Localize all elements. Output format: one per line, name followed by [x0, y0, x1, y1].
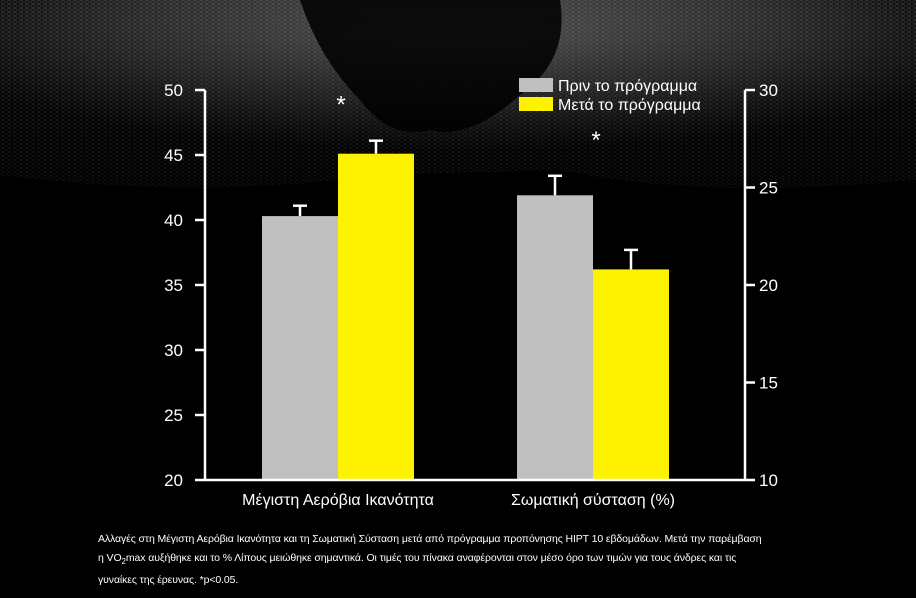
caption-line-2-end: max αυξήθηκε και το % Λίπους μειώθηκε ση… [125, 552, 737, 564]
right-tick-label: 25 [759, 179, 778, 198]
significance-marker: * [591, 127, 600, 154]
right-tick-label: 15 [759, 374, 778, 393]
caption-subscript: 2 [121, 557, 126, 567]
legend-swatch [519, 97, 553, 111]
right-tick-label: 30 [759, 81, 778, 100]
right-tick-label: 20 [759, 276, 778, 295]
legend: Πριν το πρόγραμμα Μετά το πρόγραμμα [519, 78, 701, 114]
figure-caption: Αλλαγές στη Μέγιστη Αερόβια Ικανότητα κα… [98, 530, 834, 590]
background-photo [0, 0, 916, 240]
category-label: Μέγιστη Αερόβια Ικανότητα [242, 492, 434, 509]
left-tick-label: 20 [164, 471, 183, 490]
left-tick-label: 40 [164, 211, 183, 230]
left-tick-label: 25 [164, 406, 183, 425]
left-tick-label: 50 [164, 81, 183, 100]
bar [517, 195, 593, 481]
bar [262, 216, 338, 480]
caption-line-2: η VO2max αυξήθηκε και το % Λίπους μειώθη… [98, 549, 834, 571]
caption-line-1: Αλλαγές στη Μέγιστη Αερόβια Ικανότητα κα… [98, 533, 762, 545]
legend-swatch [519, 78, 553, 92]
bar [593, 269, 669, 480]
right-tick-label: 10 [759, 471, 778, 490]
plot-area: Μέγιστη Αερόβια Ικανότητα Σωματική σύστασ… [164, 81, 778, 509]
bar-chart: Μέγιστη Αερόβια Ικανότητα Σωματική σύστασ… [0, 0, 916, 509]
left-tick-label: 30 [164, 341, 183, 360]
category-label: Σωματική σύσταση (%) [511, 492, 675, 509]
left-tick-label: 45 [164, 146, 183, 165]
caption-line-3: γυναίκες της έρευνας. *p<0.05. [98, 574, 239, 587]
bar [338, 153, 414, 480]
caption-line-2-start: η VO [98, 552, 122, 564]
significance-marker: * [336, 92, 345, 119]
legend-label: Πριν το πρόγραμμα [558, 78, 697, 95]
legend-label: Μετά το πρόγραμμα [558, 97, 701, 114]
left-tick-label: 35 [164, 276, 183, 295]
